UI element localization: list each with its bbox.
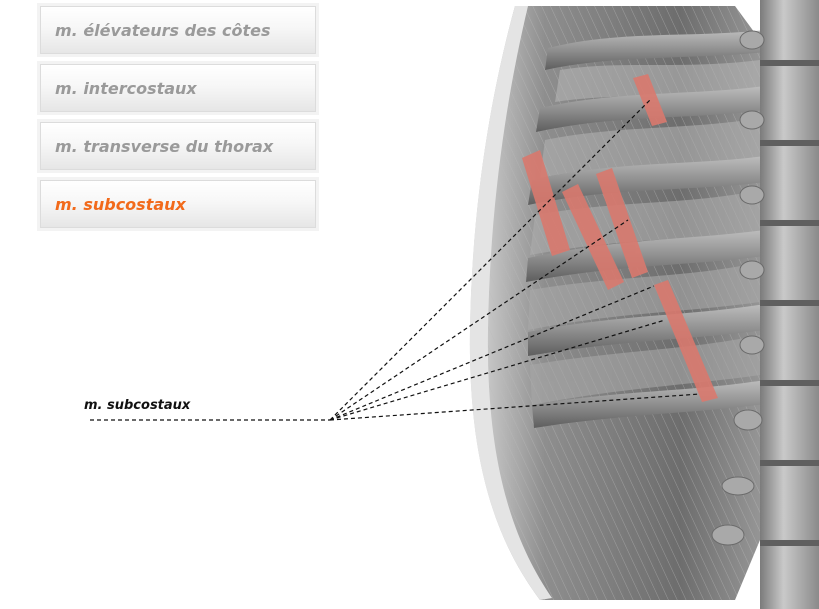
menu-item-elevateurs-des-cotes[interactable]: m. élévateurs des côtes — [40, 6, 316, 54]
menu-item-label: m. intercostaux — [55, 79, 197, 98]
menu-item-subcostaux[interactable]: m. subcostaux — [40, 180, 316, 228]
vertebral-column — [711, 0, 819, 609]
menu-item-intercostaux[interactable]: m. intercostaux — [40, 64, 316, 112]
subcostal-muscles — [522, 74, 718, 402]
menu-item-label: m. subcostaux — [55, 195, 186, 214]
callout-leader-lines — [90, 99, 701, 421]
menu-item-label: m. élévateurs des côtes — [55, 21, 271, 40]
subcostal-muscle-2 — [522, 150, 570, 256]
menu-item-label: m. transverse du thorax — [55, 137, 274, 156]
subcostal-muscle-4 — [596, 168, 648, 278]
subcostal-muscle-1 — [633, 74, 667, 126]
subcostal-muscle-5 — [654, 280, 718, 402]
callout-label: m. subcostaux — [84, 398, 191, 413]
muscle-menu: m. élévateurs des côtes m. intercostaux … — [40, 6, 316, 238]
wall-rim — [469, 6, 552, 600]
menu-item-transverse-du-thorax[interactable]: m. transverse du thorax — [40, 122, 316, 170]
subcostal-muscle-3 — [562, 184, 624, 290]
